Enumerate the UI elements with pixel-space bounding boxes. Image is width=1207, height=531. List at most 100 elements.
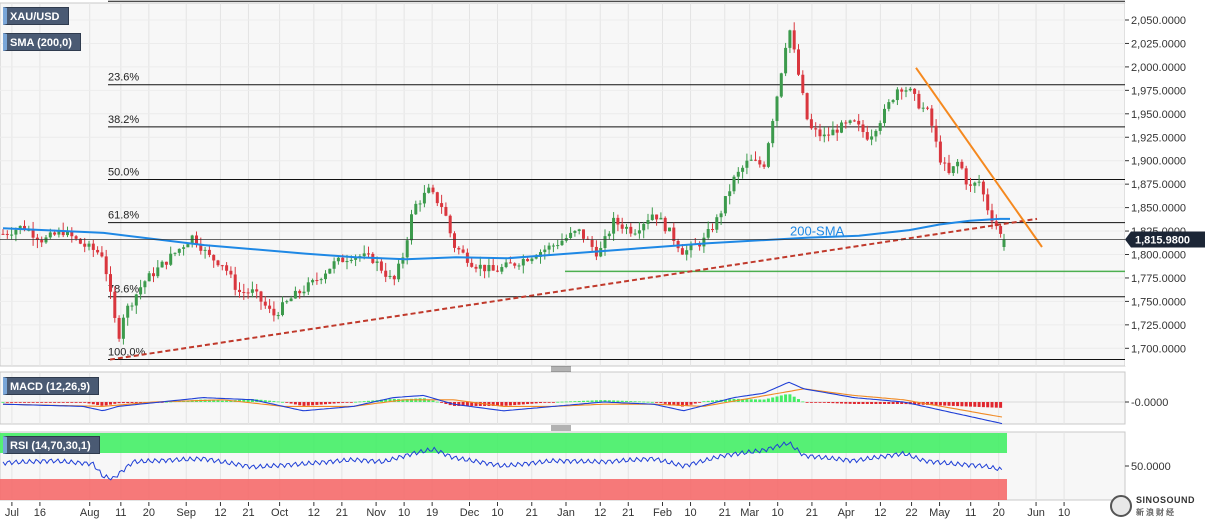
candle-body <box>152 273 155 277</box>
macd-hist-bar <box>289 402 293 404</box>
candle-body <box>319 279 323 281</box>
time-axis-label: Jul <box>5 507 19 519</box>
candle-body <box>427 187 431 193</box>
macd-hist-bar <box>18 402 22 403</box>
candle <box>117 315 121 342</box>
candle <box>852 119 856 122</box>
macd-hist-bar <box>672 402 676 406</box>
macd-hist-bar <box>956 402 960 407</box>
candle <box>530 257 534 264</box>
candle-body <box>745 160 749 168</box>
candle-body <box>560 240 564 246</box>
candle-body <box>934 125 938 142</box>
candle <box>637 222 641 239</box>
candle <box>659 212 663 220</box>
candle-body <box>418 203 422 205</box>
macd-hist-bar <box>207 399 211 402</box>
candle-body <box>938 141 942 163</box>
macd-hist-bar <box>358 401 362 403</box>
time-axis-label: Apr <box>838 507 855 519</box>
macd-hist-bar <box>938 402 942 406</box>
candle-body <box>143 281 147 288</box>
macd-hist-bar <box>603 400 607 402</box>
candle <box>83 237 87 253</box>
candle-body <box>895 89 899 101</box>
macd-hist-bar <box>990 402 994 408</box>
candle-body <box>517 265 521 267</box>
time-axis-label: 10 <box>398 507 410 519</box>
candle-body <box>96 249 100 253</box>
macd-hist-bar <box>534 402 538 404</box>
rsi-indicator-badge[interactable]: RSI (14,70,30,1) <box>3 436 100 454</box>
candle <box>164 261 168 270</box>
macd-hist-bar <box>40 402 44 403</box>
time-axis-label: 11 <box>115 507 126 519</box>
candle <box>160 260 164 268</box>
macd-hist-bar <box>831 402 835 404</box>
macd-panel-bg <box>0 371 1126 425</box>
macd-hist-bar <box>728 399 732 402</box>
candle <box>977 174 981 187</box>
macd-hist-bar <box>801 401 805 403</box>
candle <box>870 129 874 146</box>
macd-hist-bar <box>977 402 981 407</box>
macd-hist-bar <box>57 402 61 403</box>
candle <box>199 237 203 255</box>
time-axis-label: 10 <box>1058 507 1070 519</box>
candle <box>607 231 611 240</box>
candle-body <box>715 217 719 230</box>
macd-hist-bar <box>805 402 809 403</box>
macd-hist-bar <box>857 402 861 404</box>
main-axis-bg <box>1125 3 1207 366</box>
candle-body <box>977 181 981 183</box>
candle-body <box>539 252 542 257</box>
candle-body <box>66 230 69 236</box>
macd-hist-bar <box>91 402 95 405</box>
time-axis-label: 21 <box>806 507 818 519</box>
macd-hist-bar <box>500 402 504 406</box>
candle <box>483 264 487 279</box>
symbol-badge[interactable]: XAU/USD <box>3 7 69 25</box>
time-axis-label: Jan <box>557 507 575 519</box>
candle-body <box>173 252 177 254</box>
macd-hist-bar <box>302 402 306 406</box>
candle-body <box>203 249 207 251</box>
candle <box>801 70 805 96</box>
macd-hist-bar <box>14 402 18 403</box>
time-axis-label: 19 <box>426 507 438 519</box>
time-axis-label: 16 <box>34 507 46 519</box>
sma-indicator-badge[interactable]: SMA (200,0) <box>3 33 81 51</box>
candle <box>663 216 667 234</box>
macd-indicator-badge[interactable]: MACD (12,26,9) <box>3 377 100 395</box>
candle-body <box>160 261 164 268</box>
candle-body <box>268 305 272 309</box>
candle-body <box>513 263 517 266</box>
candle <box>238 282 241 298</box>
price-axis-label: 1,775.0000 <box>1131 273 1186 285</box>
macd-hist-bar <box>693 402 697 404</box>
time-axis-label: Sep <box>176 507 196 519</box>
candle-body <box>655 214 659 220</box>
candle <box>61 222 65 238</box>
time-axis-label: 12 <box>214 507 226 519</box>
time-axis-label: Oct <box>271 507 288 519</box>
watermark: SINOSOUND 新浪财经 <box>1110 493 1204 521</box>
candle <box>513 262 517 269</box>
candle <box>805 92 809 121</box>
macd-hist-bar <box>96 402 100 405</box>
macd-hist-bar <box>663 402 667 404</box>
candle <box>926 106 929 111</box>
candle <box>822 126 826 143</box>
pane-resize-handle-0[interactable] <box>551 366 571 372</box>
candle-body <box>990 210 994 222</box>
fib-label: 23.6% <box>108 72 139 84</box>
time-axis-label: 12 <box>308 507 320 519</box>
pane-resize-handle-1[interactable] <box>551 425 571 431</box>
candle-body <box>272 308 276 316</box>
candle-body <box>590 239 594 247</box>
candle-body <box>526 258 530 262</box>
candle <box>281 296 284 317</box>
macd-hist-bar <box>999 402 1003 408</box>
price-axis-label: 1,950.0000 <box>1131 109 1186 121</box>
